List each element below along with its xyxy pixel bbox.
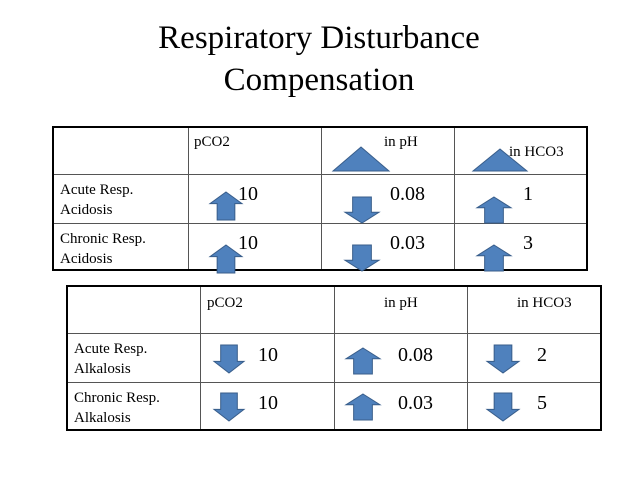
table-divider — [54, 223, 586, 224]
header-hco3: in HCO3 — [517, 295, 572, 311]
table-divider — [467, 287, 468, 429]
title-line-2: Compensation — [223, 62, 415, 98]
header-ph: in pH — [384, 295, 418, 311]
row-label-line2: Alkalosis — [74, 361, 131, 377]
pco2-value: 10 — [238, 232, 258, 254]
triangle-up-icon — [471, 148, 529, 172]
table-divider — [188, 128, 189, 269]
arrow-down-icon — [343, 196, 381, 224]
table-divider — [454, 128, 455, 269]
row-label-line1: Acute Resp. — [74, 341, 148, 357]
ph-value: 0.08 — [390, 183, 425, 205]
header-pco2: pCO2 — [207, 295, 243, 311]
hco3-value: 3 — [523, 232, 533, 254]
arrow-up-icon — [475, 196, 513, 224]
row-label-line1: Chronic Resp. — [60, 231, 146, 247]
arrow-down-icon — [485, 344, 521, 374]
arrow-down-icon — [212, 392, 246, 422]
row-label-line2: Acidosis — [60, 202, 113, 218]
table-divider — [200, 287, 201, 429]
acidosis-table: pCO2 in pH in HCO3 Acute Resp. Acidosis … — [52, 126, 588, 274]
row-label-line2: Alkalosis — [74, 410, 131, 426]
hco3-value: 2 — [537, 344, 547, 366]
title-line-1: Respiratory Disturbance — [158, 20, 480, 56]
row-label-line2: Acidosis — [60, 251, 113, 267]
arrow-up-icon — [208, 244, 244, 274]
arrow-up-icon — [344, 393, 382, 421]
hco3-value: 5 — [537, 392, 547, 414]
ph-value: 0.03 — [398, 392, 433, 414]
arrow-down-icon — [343, 244, 381, 272]
arrow-up-icon — [475, 244, 513, 272]
hco3-value: 1 — [523, 183, 533, 205]
header-hco3: in HCO3 — [509, 144, 564, 160]
row-label-line1: Acute Resp. — [60, 182, 134, 198]
triangle-up-icon — [331, 146, 391, 172]
ph-value: 0.08 — [398, 344, 433, 366]
table-divider — [68, 333, 600, 334]
header-pco2: pCO2 — [194, 134, 230, 150]
arrow-down-icon — [212, 344, 246, 374]
header-ph: in pH — [384, 134, 418, 150]
pco2-value: 10 — [238, 183, 258, 205]
arrow-up-icon — [344, 347, 382, 375]
table-divider — [68, 382, 600, 383]
pco2-value: 10 — [258, 344, 278, 366]
table-divider — [54, 174, 586, 175]
row-label-line1: Chronic Resp. — [74, 390, 160, 406]
table-divider — [334, 287, 335, 429]
ph-value: 0.03 — [390, 232, 425, 254]
arrow-down-icon — [485, 392, 521, 422]
arrow-up-icon — [208, 191, 244, 221]
table-divider — [321, 128, 322, 269]
alkalosis-table: pCO2 in pH in HCO3 Acute Resp. Alkalosis… — [66, 285, 602, 431]
pco2-value: 10 — [258, 392, 278, 414]
